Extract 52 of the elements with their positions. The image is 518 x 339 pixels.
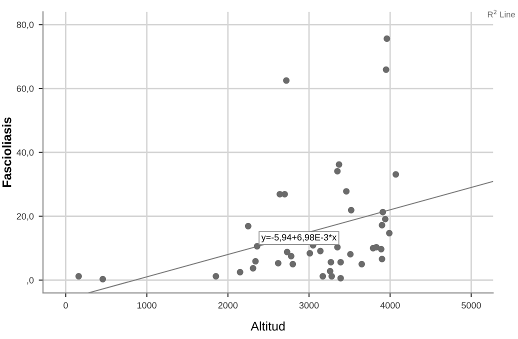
point xyxy=(281,190,288,198)
point xyxy=(252,258,259,265)
point xyxy=(100,276,106,282)
y-tick-label: 40,0 xyxy=(16,149,34,157)
point xyxy=(288,252,294,260)
point xyxy=(283,77,290,84)
point xyxy=(250,265,256,272)
point xyxy=(337,274,344,282)
x-tick-label: 2000 xyxy=(218,302,238,309)
point xyxy=(274,260,282,266)
point xyxy=(378,222,386,228)
point xyxy=(336,161,342,168)
point xyxy=(382,66,390,73)
point xyxy=(386,230,393,236)
point xyxy=(378,256,386,262)
y-tick-label: 60,0 xyxy=(16,85,34,93)
point xyxy=(306,250,314,257)
point xyxy=(317,248,324,254)
point xyxy=(382,216,389,222)
point xyxy=(244,222,252,230)
point xyxy=(290,260,296,268)
point xyxy=(378,246,384,252)
point xyxy=(75,273,82,280)
point xyxy=(328,273,335,280)
point xyxy=(347,250,354,258)
point xyxy=(337,258,344,266)
point xyxy=(384,35,390,42)
point xyxy=(343,188,350,195)
annotation: y=-5,94+6,98E-3*x xyxy=(261,234,336,242)
x-tick-label: 4000 xyxy=(380,302,400,309)
point xyxy=(348,206,354,214)
point xyxy=(320,273,326,280)
point xyxy=(392,171,400,178)
annotation: R$^{2}$ Line xyxy=(488,10,515,18)
x-tick-label: 0 xyxy=(64,302,68,309)
x-tick-label: 5000 xyxy=(462,302,481,309)
y-tick-label: 80,0 xyxy=(16,22,34,30)
point xyxy=(284,248,290,256)
y-tick-label: 20,0 xyxy=(16,213,34,221)
point xyxy=(328,258,334,266)
point xyxy=(236,268,244,276)
point xyxy=(254,243,260,250)
x-tick-label: 3000 xyxy=(299,302,319,309)
y-axis-title: Fascioliasis xyxy=(2,117,12,187)
point xyxy=(326,268,334,274)
y-tick-label: ,0 xyxy=(27,277,34,285)
point xyxy=(212,273,220,280)
x-tick-label: 1000 xyxy=(137,302,156,309)
x-axis-title: Altitud xyxy=(250,321,285,331)
point xyxy=(358,260,365,268)
point xyxy=(334,168,341,174)
point xyxy=(380,208,386,216)
